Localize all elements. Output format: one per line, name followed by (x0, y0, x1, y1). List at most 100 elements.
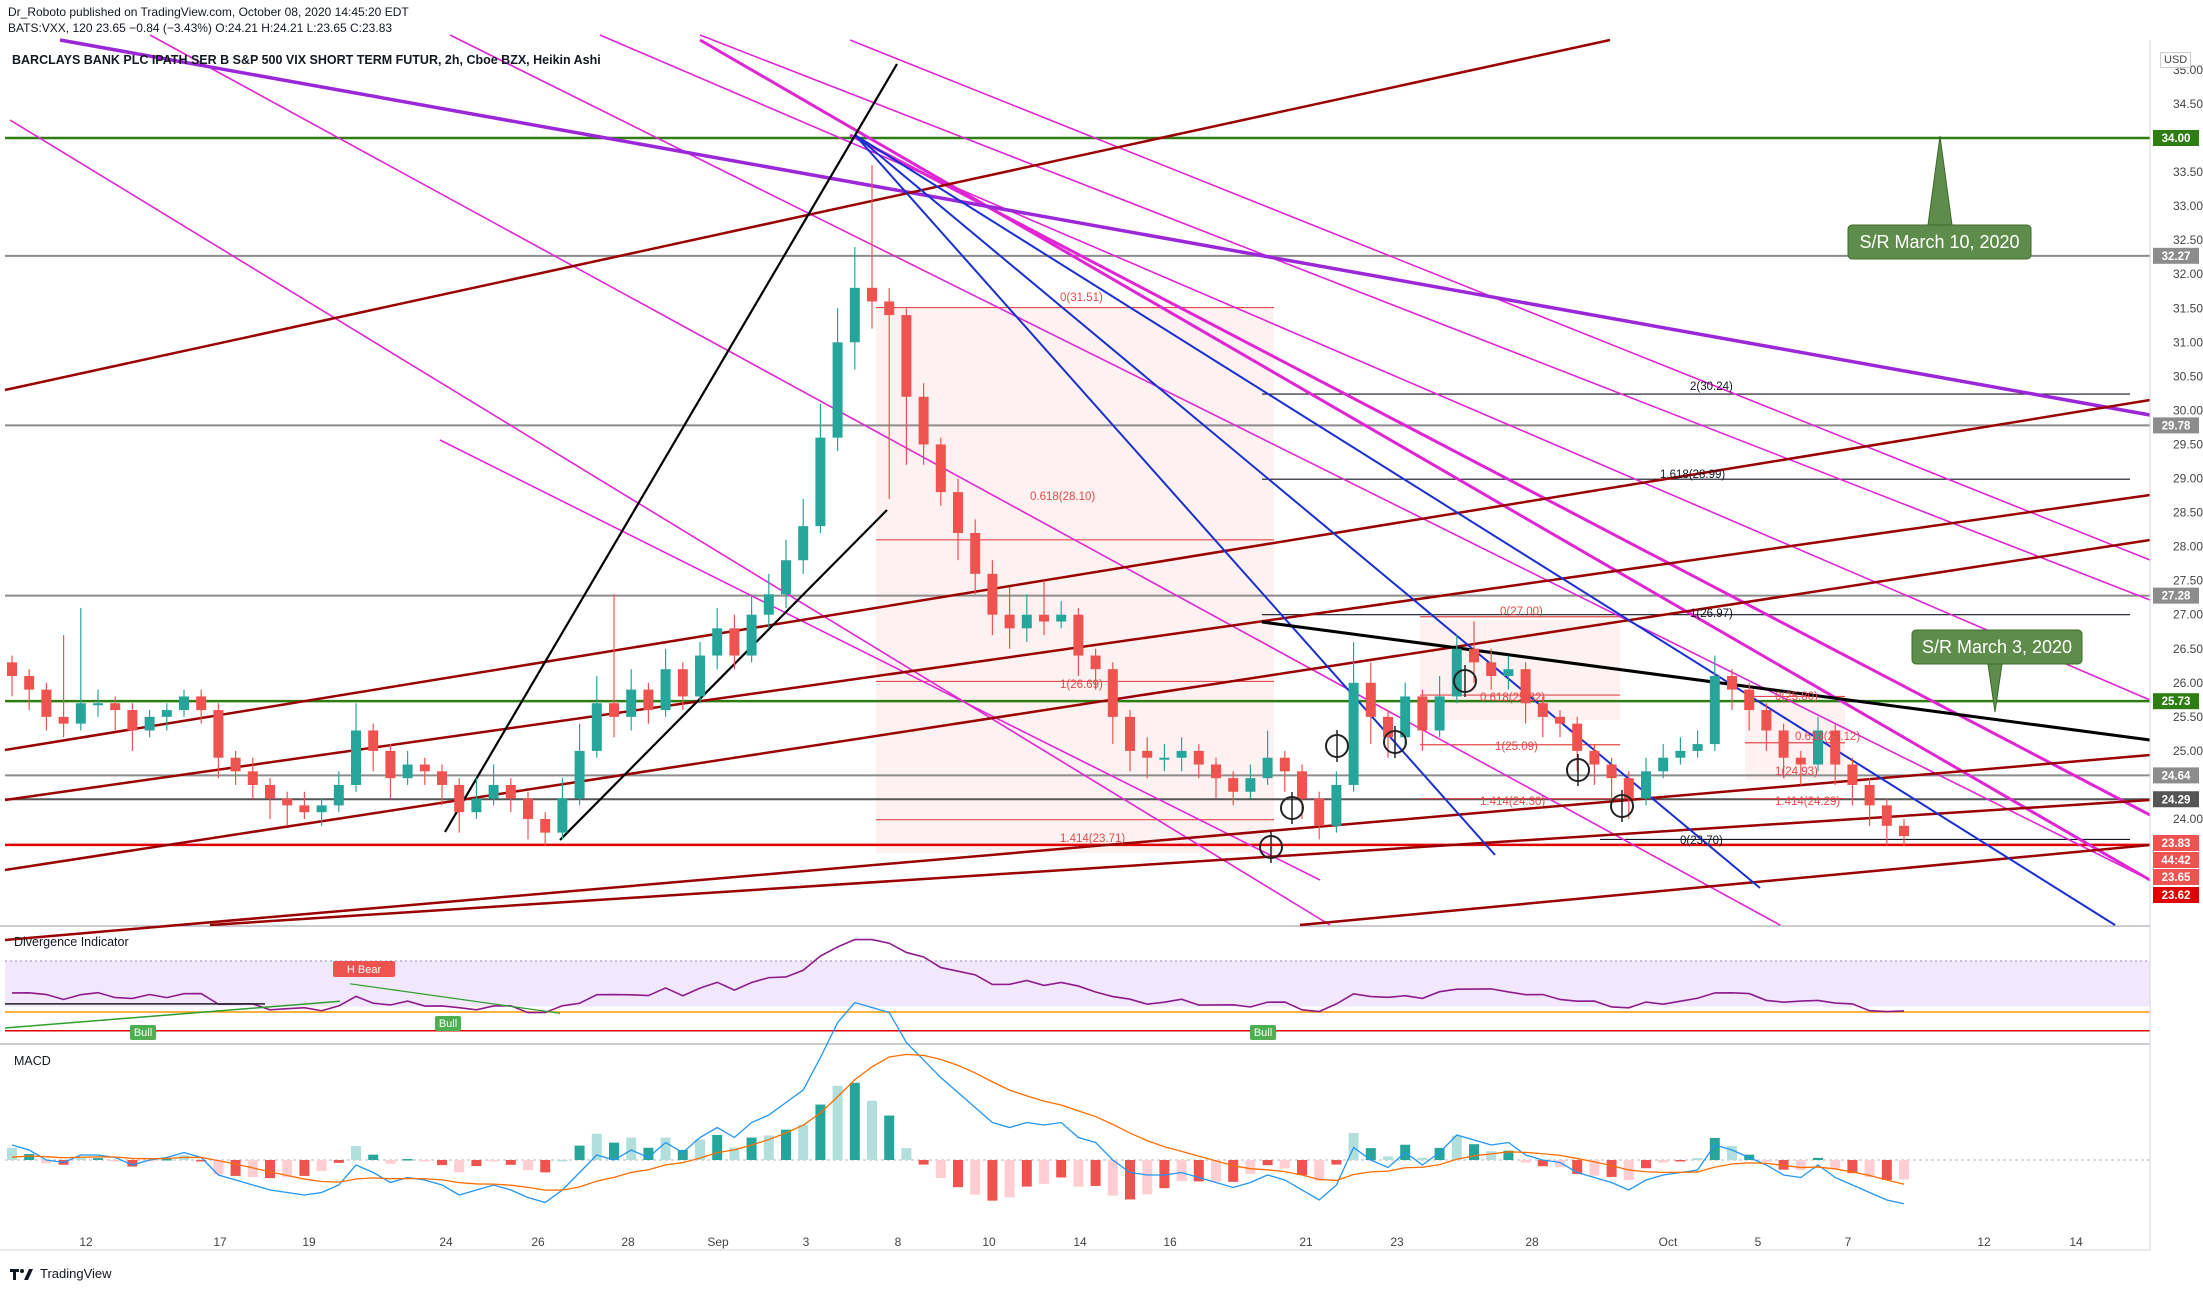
macd-histogram-bar (1813, 1157, 1823, 1160)
macd-histogram-bar (282, 1160, 293, 1177)
candle-body (1056, 614, 1067, 622)
fib-label: 1(24.93) (1775, 766, 1818, 778)
macd-histogram-bar (609, 1142, 619, 1160)
candle-body (1486, 662, 1497, 676)
price-tag-label: 34.00 (2162, 133, 2191, 145)
candle-body (1297, 771, 1307, 799)
macd-histogram-bar (1262, 1160, 1273, 1166)
darkred-trend-line (4, 538, 2151, 872)
candle-body (1675, 750, 1686, 758)
time-tick-label: Oct (1659, 1235, 1678, 1249)
candle-body (1193, 750, 1204, 765)
macd-histogram-bar (1727, 1145, 1737, 1160)
candle-body (1245, 778, 1256, 792)
macd-histogram-bar (695, 1139, 705, 1160)
price-tag-label: 23.83 (2162, 838, 2191, 850)
macd-histogram-bar (1469, 1144, 1479, 1160)
macd-histogram-bar (1503, 1150, 1514, 1160)
price-tag (2153, 887, 2199, 903)
macd-histogram-bar (1589, 1160, 1600, 1176)
candle-body (1847, 764, 1858, 785)
candle-body (1641, 771, 1651, 799)
macd-histogram-bar (488, 1160, 499, 1162)
price-tag (2153, 247, 2199, 264)
time-tick-label: 10 (982, 1235, 996, 1249)
candle-body (1211, 764, 1221, 779)
time-tick-label: 28 (621, 1235, 635, 1249)
macd-histogram-bar (1847, 1160, 1858, 1174)
macd-histogram-bar (918, 1160, 929, 1165)
footer-brand[interactable]: TradingView (10, 1266, 112, 1281)
macd-histogram-bar (832, 1085, 843, 1160)
macd-histogram-bar (1899, 1160, 1909, 1180)
fib-label: 1.414(24.29) (1775, 796, 1840, 808)
candle-body (93, 703, 103, 706)
magenta-trend-line (699, 34, 2151, 601)
candle-body (918, 396, 929, 445)
price-tag (2153, 417, 2199, 434)
badge-bull-text: Bull (439, 1018, 457, 1030)
candle-body (1331, 784, 1342, 826)
price-tick-label: 34.50 (2173, 97, 2203, 111)
candle-body (712, 628, 723, 656)
badge-bull (435, 1016, 461, 1031)
macd-histogram-bar (368, 1154, 379, 1160)
candle-body (815, 437, 826, 527)
candle-body (368, 730, 379, 751)
price-tag-label: 25.73 (2162, 696, 2191, 708)
fib-label: 1(26.97) (1690, 608, 1733, 620)
candle-body (58, 716, 69, 724)
fib-label: 0(25.80) (1775, 691, 1818, 703)
macd-histogram-bar (1761, 1160, 1772, 1162)
macd-histogram-bar (1520, 1160, 1531, 1163)
candle-body (763, 594, 774, 615)
fib-label: 0.618(28.10) (1030, 491, 1095, 503)
price-tick-label: 29.00 (2173, 472, 2203, 486)
price-tag-label: 23.62 (2162, 890, 2191, 902)
fib-label: 0.618(25.82) (1480, 692, 1545, 704)
candle-body (660, 669, 671, 711)
candle-body (299, 805, 310, 813)
candle-body (1520, 669, 1531, 704)
magenta-trend-line (449, 34, 2151, 881)
publish-header: Dr_Roboto published on TradingView.com, … (8, 5, 409, 19)
macd-histogram-bar (1142, 1160, 1153, 1195)
candle-body (746, 614, 757, 656)
macd-histogram-bar (213, 1160, 224, 1175)
candle-body (557, 798, 568, 833)
macd-line (11, 1001, 1905, 1205)
candle-body (729, 628, 740, 656)
tradingview-logo-icon (10, 1267, 34, 1281)
macd-histogram-bar (712, 1134, 723, 1160)
macd-histogram-bar (574, 1145, 585, 1160)
candle-body (1589, 750, 1600, 765)
macd-histogram-bar (385, 1160, 396, 1164)
macd-histogram-bar (591, 1133, 602, 1160)
price-tick-label: 31.50 (2173, 301, 2203, 315)
price-axis-bg (2150, 40, 2203, 1260)
price-tag (2153, 693, 2199, 710)
macd-histogram-bar (1675, 1160, 1686, 1162)
time-tick-label: 17 (213, 1235, 227, 1249)
price-tick-label: 26.50 (2173, 642, 2203, 656)
macd-histogram-bar (1331, 1160, 1342, 1165)
candle-body (1658, 757, 1669, 772)
macd-histogram-bar (1692, 1158, 1703, 1160)
price-tag (2153, 767, 2199, 784)
macd-histogram-bar (1297, 1160, 1307, 1176)
fib-label: 1.414(24.30) (1480, 796, 1545, 808)
macd-histogram-bar (1021, 1160, 1032, 1187)
symbol-ohlc-header: BATS:VXX, 120 23.65 −0.84 (−3.43%) O:24.… (8, 21, 393, 35)
candle-body (849, 287, 860, 343)
macd-histogram-bar (110, 1160, 121, 1162)
callout-sr-march-3-text: S/R March 3, 2020 (1922, 637, 2072, 657)
time-tick-label: 12 (79, 1235, 93, 1249)
currency-label[interactable]: USD (2160, 52, 2192, 68)
candle-body (1864, 784, 1875, 806)
macd-histogram-bar (970, 1160, 981, 1195)
macd-histogram-bar (1176, 1160, 1187, 1182)
macd-histogram-bar (1348, 1132, 1359, 1160)
candle-body (540, 819, 551, 833)
macd-histogram-bar (763, 1135, 774, 1160)
